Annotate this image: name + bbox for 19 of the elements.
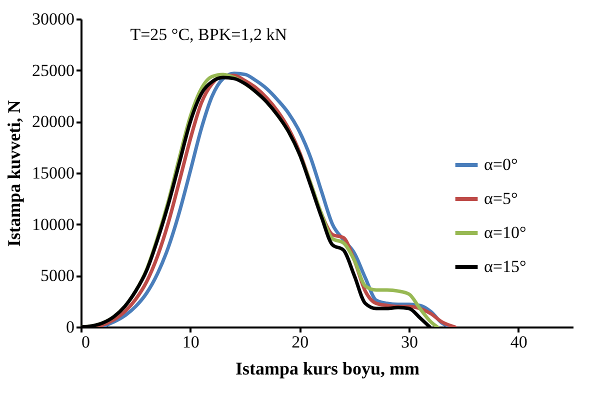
legend-label: α=15° <box>484 256 526 276</box>
annotation: T=25 °C, BPK=1,2 kN <box>130 25 287 44</box>
x-axis-title: Istampa kurs boyu, mm <box>235 358 420 378</box>
legend-label: α=5° <box>484 188 518 208</box>
x-tick-label: 20 <box>292 332 309 352</box>
x-tick-label: 10 <box>182 332 200 352</box>
x-tick-label: 0 <box>82 332 90 352</box>
legend-label: α=0° <box>484 154 518 174</box>
y-tick-label: 10000 <box>32 214 74 234</box>
x-tick-label: 30 <box>401 332 418 352</box>
x-tick-label: 40 <box>510 332 528 352</box>
y-tick-label: 30000 <box>32 10 74 28</box>
y-tick-label: 25000 <box>32 60 74 80</box>
y-tick-label: 20000 <box>32 112 74 132</box>
y-tick-label: 0 <box>66 318 74 336</box>
y-tick-label: 15000 <box>32 164 74 182</box>
legend-label: α=10° <box>484 222 526 242</box>
y-axis-title: Istampa kuvveti, N <box>4 100 24 247</box>
y-tick-label: 5000 <box>40 266 74 286</box>
